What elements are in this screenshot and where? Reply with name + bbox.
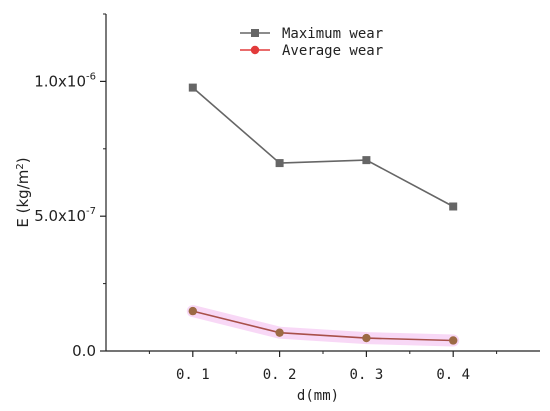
x-tick-label: 0. 1: [176, 367, 210, 383]
series-line: [192, 86, 454, 208]
legend-marker-maximum-wear: [251, 29, 259, 37]
data-point: [362, 156, 371, 165]
legend-label-average-wear: Average wear: [282, 43, 383, 59]
x-axis-title: d(mm): [297, 388, 339, 404]
x-ticks: 0. 1 0. 2 0. 3 0. 4: [148, 351, 498, 383]
series-line: [192, 310, 454, 342]
x-tick-label: 0. 4: [436, 367, 470, 383]
legend-item-maximum-wear: Maximum wear: [240, 26, 383, 42]
data-point: [275, 328, 284, 337]
data-point: [188, 83, 197, 92]
data-point: [449, 202, 458, 211]
legend-item-average-wear: Average wear: [240, 43, 383, 59]
legend-marker-average-wear: [250, 45, 260, 55]
axes: [105, 14, 540, 352]
series: [186, 83, 460, 347]
x-tick-label: 0. 2: [263, 367, 297, 383]
y-tick-label: 5.0x10-7: [34, 206, 96, 225]
y-tick-label: 0.0: [72, 342, 96, 360]
y-axis-title: E (kg/m2): [14, 157, 32, 227]
y-ticks: 0.0 5.0x10-7 1.0x10-6: [34, 13, 106, 360]
data-point: [362, 333, 371, 343]
legend: Maximum wear Average wear: [240, 26, 383, 59]
legend-label-maximum-wear: Maximum wear: [282, 26, 383, 42]
data-point: [188, 306, 197, 316]
x-tick-label: 0. 3: [350, 367, 384, 383]
data-point: [449, 336, 458, 345]
y-tick-label: 1.0x10-6: [34, 71, 96, 90]
data-point: [275, 159, 284, 168]
